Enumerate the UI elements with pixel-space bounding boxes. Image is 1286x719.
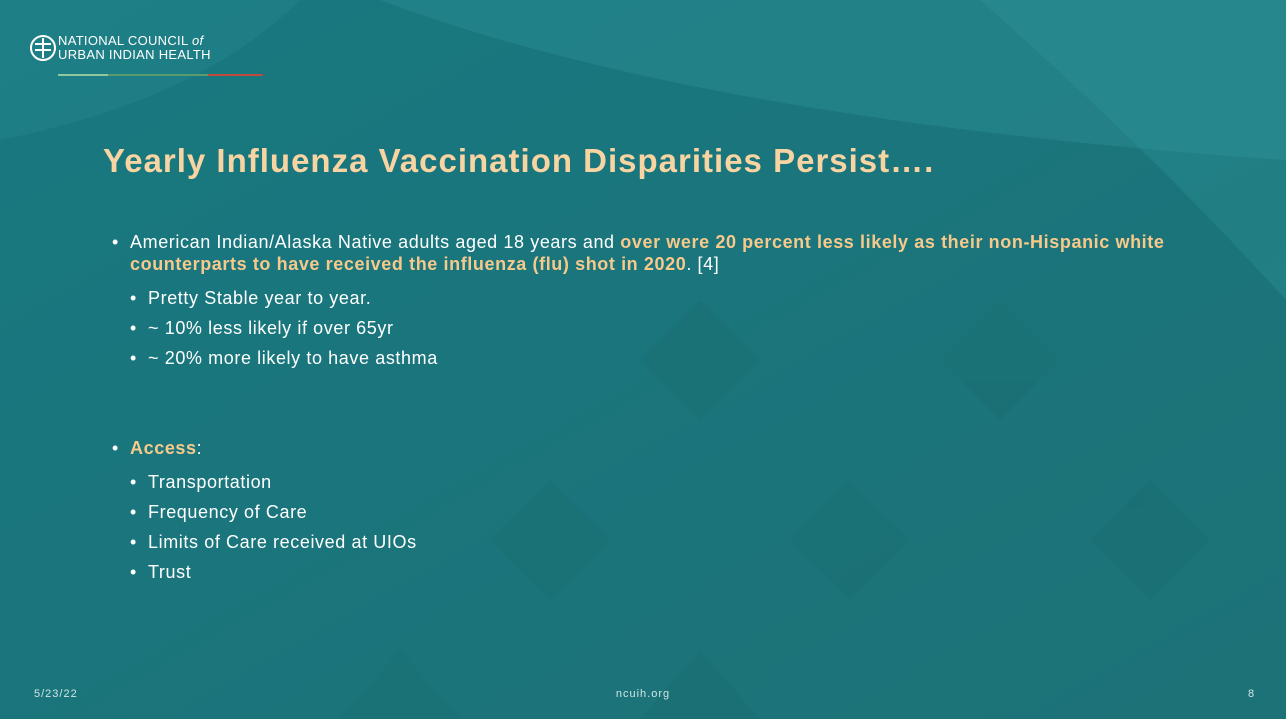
- sub-list: Pretty Stable year to year.~ 10% less li…: [130, 283, 1172, 373]
- org-name: NATIONAL COUNCIL: [58, 33, 188, 48]
- bullet-list: American Indian/Alaska Native adults age…: [112, 231, 1172, 587]
- sub-list: TransportationFrequency of CareLimits of…: [130, 467, 1172, 587]
- footer-url: ncuih.org: [0, 688, 1286, 700]
- logo-rule: [58, 74, 108, 76]
- sub-bullet: Transportation: [130, 467, 1172, 497]
- bullet-block: American Indian/Alaska Native adults age…: [112, 231, 1172, 373]
- bullet-text: American Indian/Alaska Native adults age…: [130, 232, 620, 252]
- bullet-text: . [4]: [686, 254, 719, 274]
- org-name: URBAN INDIAN HEALTH: [58, 48, 211, 62]
- page-number: 8: [1248, 688, 1255, 700]
- org-name: of: [192, 33, 203, 48]
- bullet-block: Access: TransportationFrequency of CareLi…: [112, 437, 1172, 587]
- slide-title: Yearly Influenza Vaccination Disparities…: [103, 142, 934, 180]
- logo-text: NATIONAL COUNCIL of URBAN INDIAN HEALTH: [58, 34, 211, 62]
- logo-rule: [108, 74, 208, 76]
- bullet: Access:: [112, 437, 1172, 459]
- sub-bullet: Pretty Stable year to year.: [130, 283, 1172, 313]
- sub-bullet: Trust: [130, 557, 1172, 587]
- logo-rule: [208, 74, 263, 76]
- bullet-text: :: [197, 438, 203, 458]
- bullet-text: Access: [130, 438, 197, 458]
- bullet: American Indian/Alaska Native adults age…: [112, 231, 1172, 275]
- sub-bullet: Frequency of Care: [130, 497, 1172, 527]
- sub-bullet: ~ 10% less likely if over 65yr: [130, 313, 1172, 343]
- sub-bullet: Limits of Care received at UIOs: [130, 527, 1172, 557]
- sub-bullet: ~ 20% more likely to have asthma: [130, 343, 1172, 373]
